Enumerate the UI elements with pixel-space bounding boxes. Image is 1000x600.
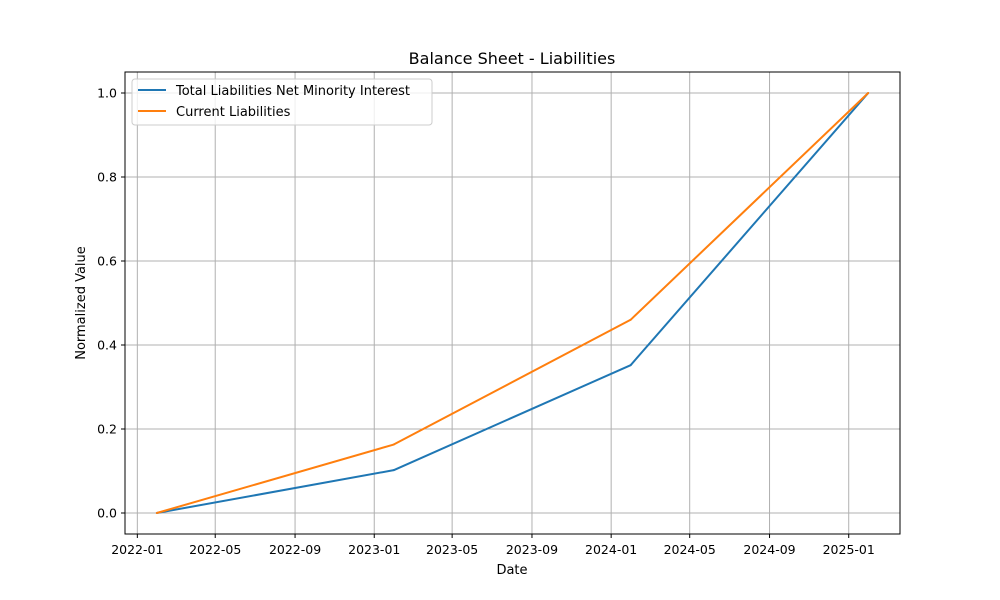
legend-box xyxy=(131,78,433,126)
x-tick-label: 2024-05 xyxy=(664,542,716,557)
data-point xyxy=(392,443,395,446)
x-tick-label: 2023-09 xyxy=(506,542,558,557)
series-lines xyxy=(155,92,870,514)
legend-label-current-liabilities: Current Liabilities xyxy=(176,105,291,120)
data-point xyxy=(155,512,158,514)
axis-ticks: 2022-01 2022-05 2022-09 2023-01 2023-05 2023-… xyxy=(97,86,875,558)
data-point xyxy=(392,469,395,472)
data-point xyxy=(629,364,632,367)
x-tick-label: 2022-01 xyxy=(111,542,163,557)
legend: Total Liabilities Net Minority Interest … xyxy=(131,78,433,126)
series-line-1 xyxy=(156,92,869,514)
y-tick-label: 0.6 xyxy=(97,254,117,269)
y-tick-label: 0.8 xyxy=(97,170,117,185)
y-tick-label: 1.0 xyxy=(97,86,117,101)
series-line-0 xyxy=(156,92,869,514)
x-tick-label: 2022-09 xyxy=(269,542,321,557)
chart-title: Balance Sheet - Liabilities xyxy=(409,49,616,68)
x-tick-label: 2024-09 xyxy=(743,542,795,557)
x-tick-label: 2025-01 xyxy=(823,542,875,557)
y-tick-label: 0.2 xyxy=(97,422,117,437)
y-tick-label: 0.4 xyxy=(97,338,117,353)
x-tick-label: 2023-05 xyxy=(426,542,478,557)
y-tick-label: 0.0 xyxy=(97,506,117,521)
x-axis-label: Date xyxy=(496,563,527,578)
data-point xyxy=(629,318,632,321)
plot-area-border xyxy=(124,71,901,535)
y-axis-label: Normalized Value xyxy=(74,246,89,360)
legend-label-total-liabilities: Total Liabilities Net Minority Interest xyxy=(175,84,410,99)
x-tick-label: 2023-01 xyxy=(348,542,400,557)
x-tick-label: 2022-05 xyxy=(189,542,241,557)
x-tick-label: 2024-01 xyxy=(585,542,637,557)
data-point xyxy=(867,92,870,94)
